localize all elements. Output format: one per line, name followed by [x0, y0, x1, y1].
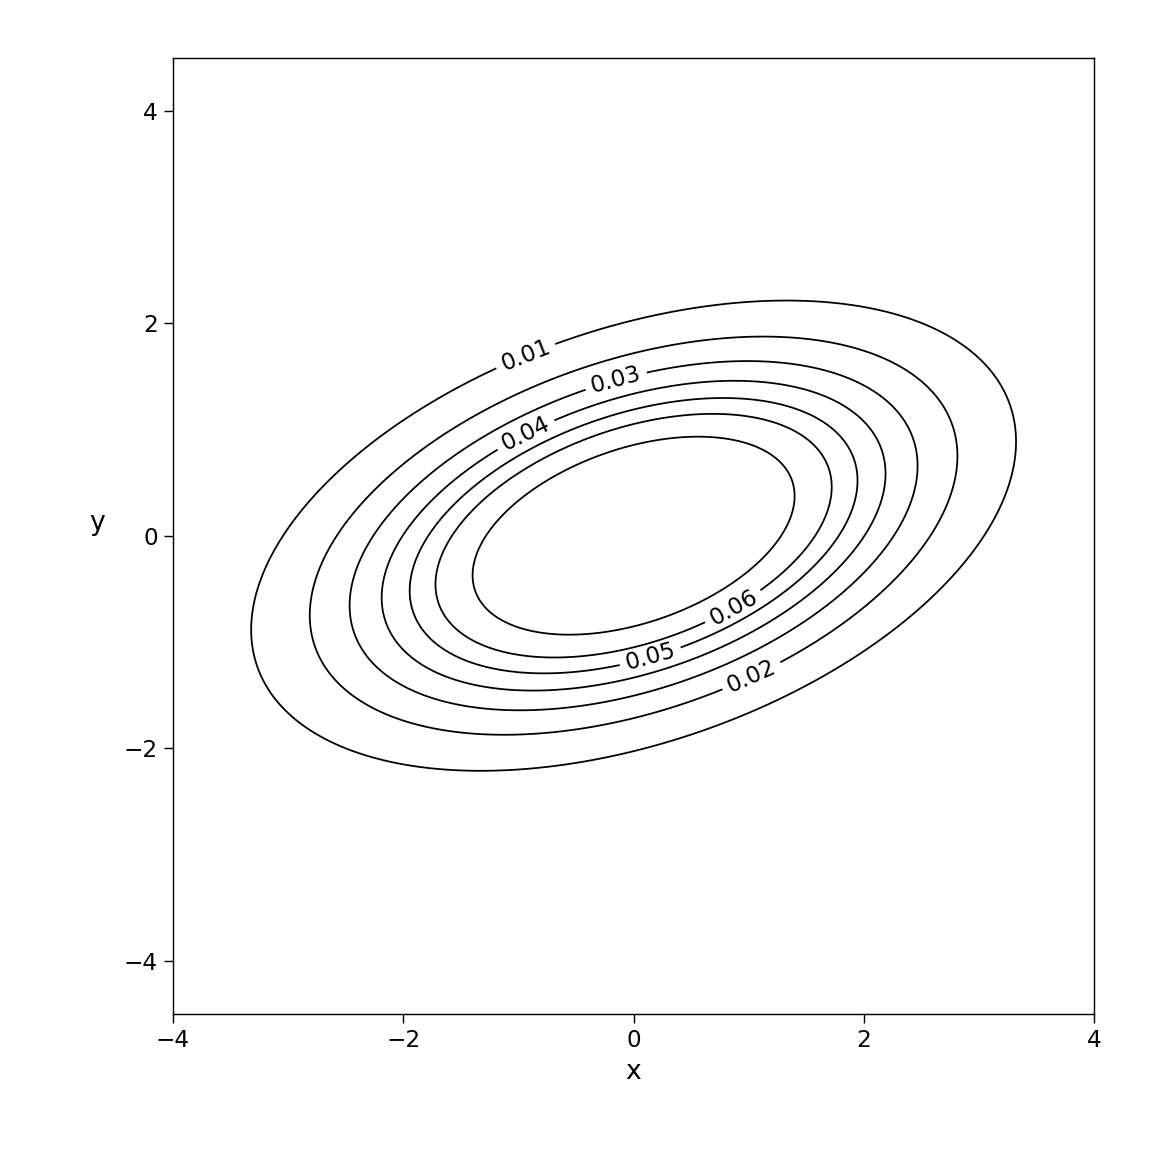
- Text: 0.03: 0.03: [589, 363, 644, 399]
- Text: 0.06: 0.06: [705, 585, 761, 630]
- Y-axis label: y: y: [89, 509, 105, 536]
- Text: 0.04: 0.04: [498, 412, 554, 456]
- X-axis label: x: x: [626, 1059, 642, 1085]
- Text: 0.05: 0.05: [623, 639, 679, 675]
- Text: 0.01: 0.01: [498, 335, 554, 376]
- Text: 0.02: 0.02: [723, 655, 780, 697]
